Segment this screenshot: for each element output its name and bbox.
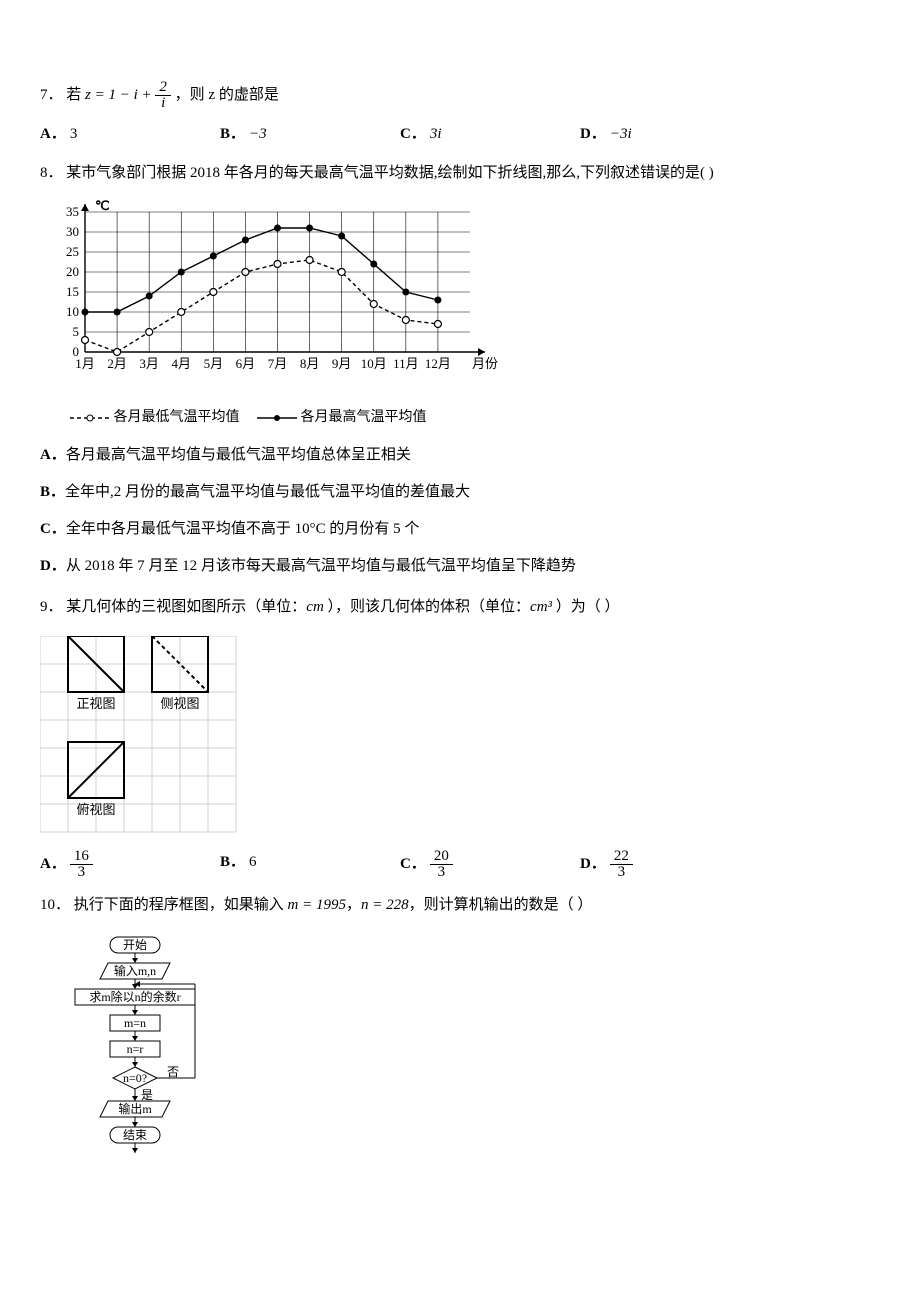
q9-opt-c: C．203: [400, 849, 580, 880]
svg-text:10: 10: [66, 304, 79, 319]
q7-opt-a: A．3: [40, 121, 220, 148]
svg-text:输出m: 输出m: [118, 1101, 152, 1116]
svg-text:1月: 1月: [75, 356, 95, 371]
svg-text:8月: 8月: [300, 356, 320, 371]
svg-text:月份: 月份: [472, 356, 498, 371]
svg-text:俯视图: 俯视图: [76, 802, 115, 817]
q9-options: A．163 B．6 C．203 D．223: [40, 849, 880, 880]
q9-opt-d: D．223: [580, 849, 760, 880]
q9-opt-b: B．6: [220, 849, 400, 880]
q7-num: 7．: [40, 87, 63, 103]
svg-text:否: 否: [167, 1065, 179, 1079]
svg-text:15: 15: [66, 284, 79, 299]
svg-text:11月: 11月: [393, 356, 419, 371]
q7-opt-d: D．−3i: [580, 121, 760, 148]
svg-text:10月: 10月: [361, 356, 387, 371]
svg-text:25: 25: [66, 244, 79, 259]
q7-options: A．3 B．−3 C．3i D．−3i: [40, 121, 880, 148]
svg-text:5: 5: [73, 324, 80, 339]
q8-chart: 051015202530351月2月3月4月5月6月7月8月9月10月11月12…: [40, 197, 880, 397]
svg-text:求m除以n的余数r: 求m除以n的余数r: [89, 989, 180, 1004]
svg-text:35: 35: [66, 204, 79, 219]
question-10: 10． 执行下面的程序框图，如果输入 m = 1995，n = 228，则计算机…: [40, 892, 880, 919]
svg-text:n=r: n=r: [127, 1042, 144, 1056]
q8-opt-c: C．全年中各月最低气温平均值不高于 10°C 的月份有 5 个: [40, 516, 880, 543]
q7-frac: 2i: [155, 80, 171, 111]
svg-text:侧视图: 侧视图: [160, 696, 199, 711]
svg-text:6月: 6月: [236, 356, 256, 371]
q9-views: 正视图 侧视图俯视图: [40, 636, 880, 834]
q8-opt-b: B．全年中,2 月份的最高气温平均值与最低气温平均值的差值最大: [40, 479, 880, 506]
svg-text:30: 30: [66, 224, 79, 239]
svg-text:℃: ℃: [95, 198, 110, 213]
svg-text:9月: 9月: [332, 356, 352, 371]
svg-text:5月: 5月: [204, 356, 224, 371]
q8-opt-d: D．从 2018 年 7 月至 12 月该市每天最高气温平均值与最低气温平均值呈…: [40, 553, 880, 580]
question-7: 7． 若 z = 1 − i + 2i ，则 z 的虚部是: [40, 80, 880, 111]
q9-opt-a: A．163: [40, 849, 220, 880]
q7-pre: 若: [66, 87, 85, 103]
question-8: 8． 某市气象部门根据 2018 年各月的每天最高气温平均数据,绘制如下折线图,…: [40, 160, 880, 187]
svg-text:2月: 2月: [107, 356, 127, 371]
q9-pre: 某几何体的三视图如图所示（单位：: [66, 599, 306, 615]
q9-num: 9．: [40, 599, 63, 615]
svg-text:20: 20: [66, 264, 79, 279]
svg-text:4月: 4月: [171, 356, 191, 371]
svg-text:12月: 12月: [425, 356, 451, 371]
svg-text:正视图: 正视图: [76, 696, 115, 711]
svg-text:n=0?: n=0?: [123, 1071, 147, 1085]
q8-legend: 各月最低气温平均值 各月最高气温平均值: [70, 405, 880, 430]
q10-num: 10．: [40, 897, 70, 913]
svg-text:是: 是: [141, 1088, 153, 1102]
q7-stem: 7． 若 z = 1 − i + 2i ，则 z 的虚部是: [40, 87, 279, 103]
q7-opt-b: B．−3: [220, 121, 400, 148]
svg-text:输入m,n: 输入m,n: [114, 963, 156, 978]
svg-text:结束: 结束: [123, 1128, 147, 1142]
svg-text:开始: 开始: [123, 938, 147, 952]
q8-opt-a: A．各月最高气温平均值与最低气温平均值总体呈正相关: [40, 442, 880, 469]
q7-post: ，则 z 的虚部是: [175, 87, 279, 103]
svg-text:m=n: m=n: [124, 1016, 146, 1030]
question-9: 9． 某几何体的三视图如图所示（单位：cm ），则该几何体的体积（单位：cm³ …: [40, 594, 880, 621]
q10-flowchart: 开始输入m,n 求m除以n的余数r m=n n=r n=0? 否是输出m 结束: [40, 929, 880, 1179]
svg-text:3月: 3月: [139, 356, 159, 371]
q8-stem: 某市气象部门根据 2018 年各月的每天最高气温平均数据,绘制如下折线图,那么,…: [66, 165, 714, 181]
q8-num: 8．: [40, 165, 63, 181]
q7-math: z = 1 − i + 2i: [85, 87, 175, 103]
svg-text:7月: 7月: [268, 356, 288, 371]
q7-opt-c: C．3i: [400, 121, 580, 148]
